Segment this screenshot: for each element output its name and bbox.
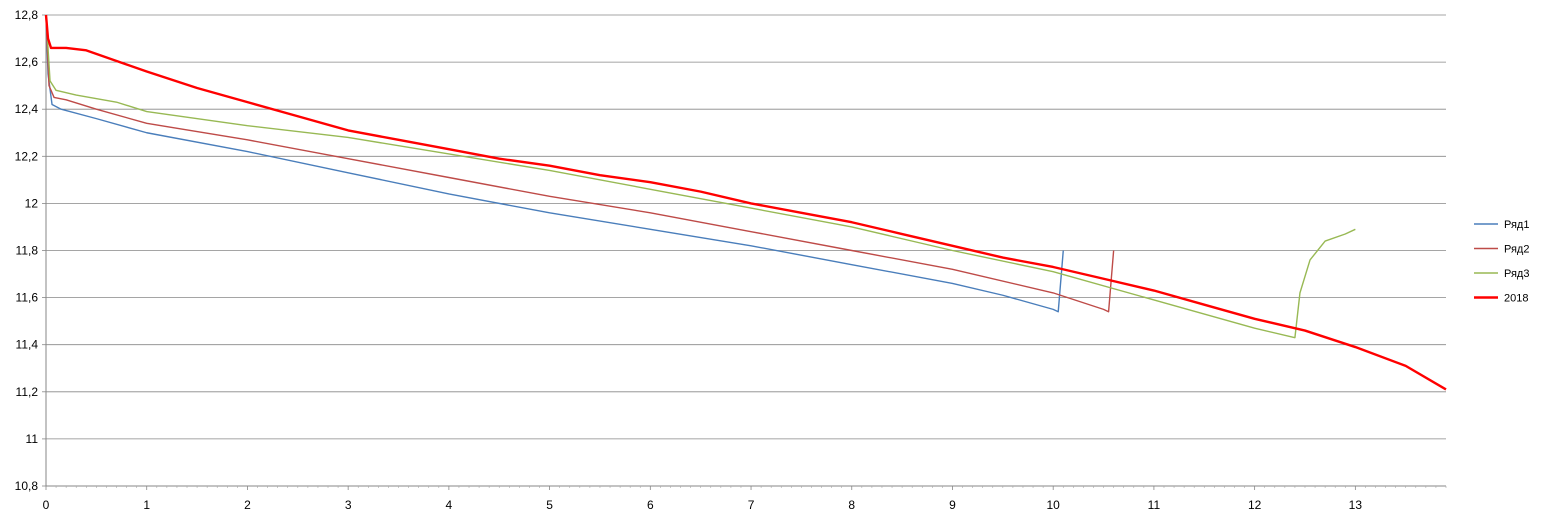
y-tick-label: 11,2 — [16, 385, 39, 399]
x-tick-label: 8 — [848, 498, 855, 512]
series-lines — [44, 14, 1447, 391]
series-line-2 — [45, 14, 1115, 313]
x-tick-label: 6 — [647, 498, 654, 512]
series-line-4 — [44, 14, 1447, 391]
x-tick-label: 9 — [949, 498, 956, 512]
x-tick-label: 0 — [43, 498, 50, 512]
axes — [42, 14, 1447, 490]
x-tick-label: 10 — [1047, 498, 1061, 512]
legend-label: 2018 — [1504, 293, 1528, 305]
gridlines — [46, 14, 1446, 440]
y-tick-label: 12,2 — [15, 149, 39, 163]
tick-labels: 10,81111,211,411,611,81212,212,412,612,8… — [15, 8, 1363, 512]
series-line-3 — [45, 14, 1356, 339]
y-tick-label: 12,6 — [15, 55, 39, 69]
legend-label: Ряд3 — [1504, 268, 1529, 280]
x-tick-label: 12 — [1248, 498, 1262, 512]
x-tick-label: 2 — [244, 498, 251, 512]
legend-label: Ряд2 — [1504, 244, 1529, 256]
y-tick-label: 12 — [25, 196, 39, 210]
series-line-1 — [45, 14, 1064, 313]
y-tick-label: 11,4 — [16, 338, 39, 352]
y-tick-label: 10,8 — [15, 479, 39, 493]
x-tick-label: 7 — [748, 498, 755, 512]
y-tick-label: 11,6 — [16, 291, 39, 305]
y-tick-label: 12,8 — [15, 8, 39, 22]
y-tick-label: 11,8 — [16, 244, 39, 258]
x-tick-label: 1 — [143, 498, 150, 512]
x-tick-label: 13 — [1349, 498, 1363, 512]
legend: Ряд1 Ряд2 Ряд3 2018 — [1474, 219, 1529, 305]
x-tick-label: 11 — [1148, 498, 1161, 512]
y-tick-label: 11 — [26, 432, 39, 446]
x-tick-label: 5 — [546, 498, 553, 512]
legend-label: Ряд1 — [1504, 219, 1529, 231]
x-tick-label: 3 — [345, 498, 352, 512]
x-tick-label: 4 — [446, 498, 453, 512]
y-tick-label: 12,4 — [15, 102, 39, 116]
